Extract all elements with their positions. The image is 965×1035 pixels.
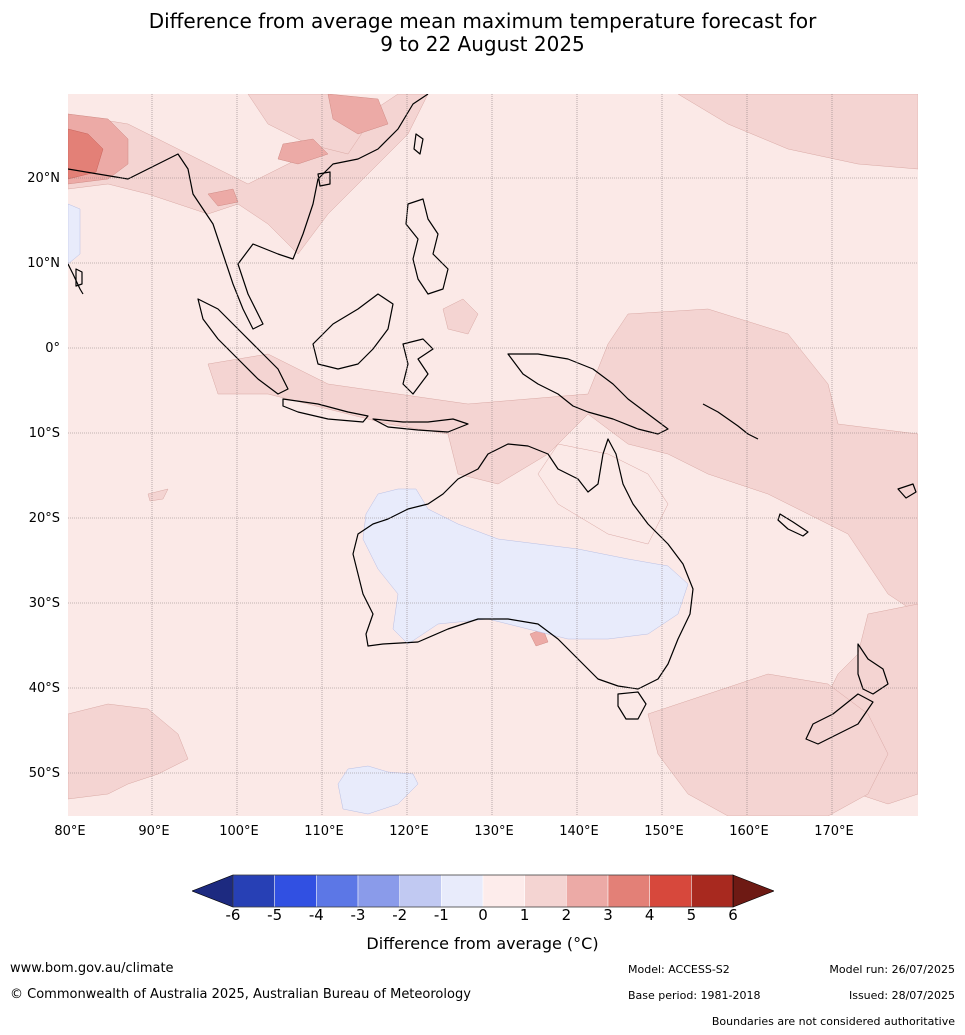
new-caledonia-coastline (777, 513, 809, 537)
sulawesi-coastline (402, 338, 434, 395)
colorbar-segment (399, 874, 442, 908)
lon-label-110e: 110°E (304, 824, 344, 839)
new-zealand-coastline (857, 643, 889, 695)
colorbar-tick-label: 0 (478, 906, 488, 924)
coastlines (68, 94, 917, 745)
lat-label-20n: 20°N (27, 171, 60, 186)
asia-mainland-coastline (68, 94, 429, 330)
lon-label-160e: 160°E (729, 824, 769, 839)
colorbar-outline (232, 874, 734, 908)
colorbar-tick-label: 4 (644, 906, 655, 924)
taiwan-coastline (413, 133, 424, 155)
lon-label-130e: 130°E (474, 824, 514, 839)
colorbar-segment (691, 874, 734, 908)
model-text: Model: ACCESS-S2 (628, 963, 730, 976)
issued-text: Issued: 28/07/2025 (848, 989, 955, 1002)
lon-label-100e: 100°E (219, 824, 259, 839)
lat-label-50s: 50°S (28, 766, 60, 781)
colorbar (192, 874, 774, 908)
colorbar-label: Difference from average (°C) (366, 934, 599, 953)
colorbar-tick-label: 6 (728, 906, 738, 924)
copyright-text: © Commonwealth of Australia 2025, Austra… (10, 987, 471, 1002)
new-zealand-south-coastline (805, 693, 874, 745)
colorbar-segment (607, 874, 650, 908)
disclaimer-text: Boundaries are not considered authoritat… (711, 1015, 955, 1028)
philippines-coastline (405, 198, 449, 295)
australia-coastline (352, 438, 694, 690)
colorbar-tick-label: -2 (392, 906, 408, 924)
lon-label-150e: 150°E (644, 824, 684, 839)
colorbar-tick-label: 3 (603, 906, 613, 924)
colorbar-tick-label: 1 (519, 906, 530, 924)
lon-label-80e: 80°E (54, 824, 86, 839)
map-title: Difference from average mean maximum tem… (0, 10, 965, 56)
java-coastline (282, 398, 369, 423)
colorbar-segment (357, 874, 400, 908)
colorbar-segments (192, 874, 774, 908)
colorbar-segment (566, 874, 609, 908)
fiji-coastline (897, 483, 917, 499)
tasmania-coastline (617, 691, 647, 720)
lesser-sunda-coastline (372, 418, 469, 433)
colorbar-tick-label: -4 (308, 906, 324, 924)
colorbar-segment (524, 874, 567, 908)
title-line-1: Difference from average mean maximum tem… (148, 9, 817, 33)
anomaly-3-4-region (68, 128, 104, 180)
colorbar-segment (649, 874, 692, 908)
lat-label-10n: 10°N (27, 256, 60, 271)
borneo-coastline (312, 293, 394, 370)
solomon-islands-coastline (702, 403, 759, 440)
colorbar-tick-label: 5 (686, 906, 697, 924)
lon-label-90e: 90°E (138, 824, 170, 839)
colorbar-tick-label: -5 (267, 906, 283, 924)
colorbar-tick-label: 2 (561, 906, 572, 924)
colorbar-tick-label: -3 (350, 906, 366, 924)
graticule (68, 94, 918, 816)
colorbar-segment (441, 874, 484, 908)
lat-label-30s: 30°S (28, 596, 60, 611)
lon-label-170e: 170°E (814, 824, 854, 839)
lon-label-120e: 120°E (389, 824, 429, 839)
sri-lanka-coastline (75, 268, 83, 287)
lat-label-20s: 20°S (28, 511, 60, 526)
lat-label-0: 0° (45, 341, 60, 356)
sumatra-coastline (197, 298, 289, 395)
temperature-anomaly-map (68, 94, 918, 816)
lat-label-40s: 40°S (28, 681, 60, 696)
colorbar-tick-label: -6 (225, 906, 241, 924)
website-link[interactable]: www.bom.gov.au/climate (10, 961, 174, 976)
model-run-text: Model run: 26/07/2025 (829, 963, 955, 976)
base-period-text: Base period: 1981-2018 (628, 989, 761, 1002)
title-line-2: 9 to 22 August 2025 (380, 32, 585, 56)
anomaly-neg1-0-regions (68, 203, 689, 815)
lon-label-140e: 140°E (559, 824, 599, 839)
new-guinea-coastline (507, 353, 669, 435)
colorbar-segment (274, 874, 317, 908)
colorbar-segment (316, 874, 359, 908)
lat-label-10s: 10°S (28, 426, 60, 441)
colorbar-tick-label: -1 (433, 906, 449, 924)
hainan-coastline (317, 171, 331, 187)
colorbar-arrow-low (192, 874, 234, 908)
colorbar-segment (482, 874, 525, 908)
colorbar-segment (232, 874, 275, 908)
colorbar-arrow-high (732, 874, 774, 908)
